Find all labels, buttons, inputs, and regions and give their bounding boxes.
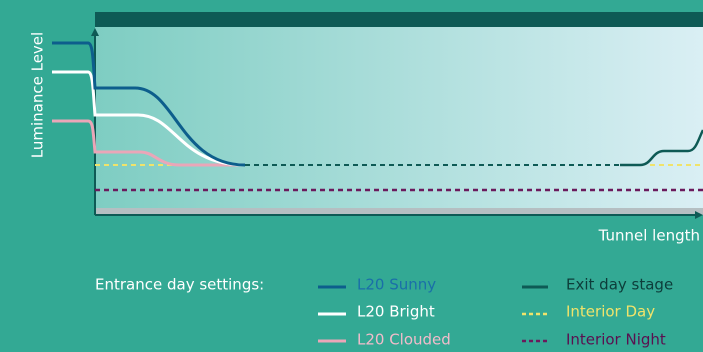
legend-title: Entrance day settings: <box>95 276 264 294</box>
legend-label: Interior Day <box>566 303 655 321</box>
bright-curve <box>52 70 246 167</box>
legend-label: L20 Sunny <box>357 276 436 294</box>
sunny-curve <box>52 41 246 167</box>
x-axis-label: Tunnel length <box>598 227 700 245</box>
tunnel-area <box>95 27 703 208</box>
x-arrow <box>695 211 703 219</box>
tunnel-floor <box>95 208 703 215</box>
legend-label: Exit day stage <box>566 276 673 294</box>
tunnel-roof <box>95 12 703 27</box>
exit-curve <box>620 129 703 167</box>
clouded-curve <box>52 119 245 167</box>
legend-label: Interior Night <box>566 331 666 349</box>
y-axis-label: Luminance Level <box>29 32 47 158</box>
legend-label: L20 Clouded <box>357 331 451 349</box>
y-arrow <box>91 28 99 36</box>
legend-label: L20 Bright <box>357 303 435 321</box>
